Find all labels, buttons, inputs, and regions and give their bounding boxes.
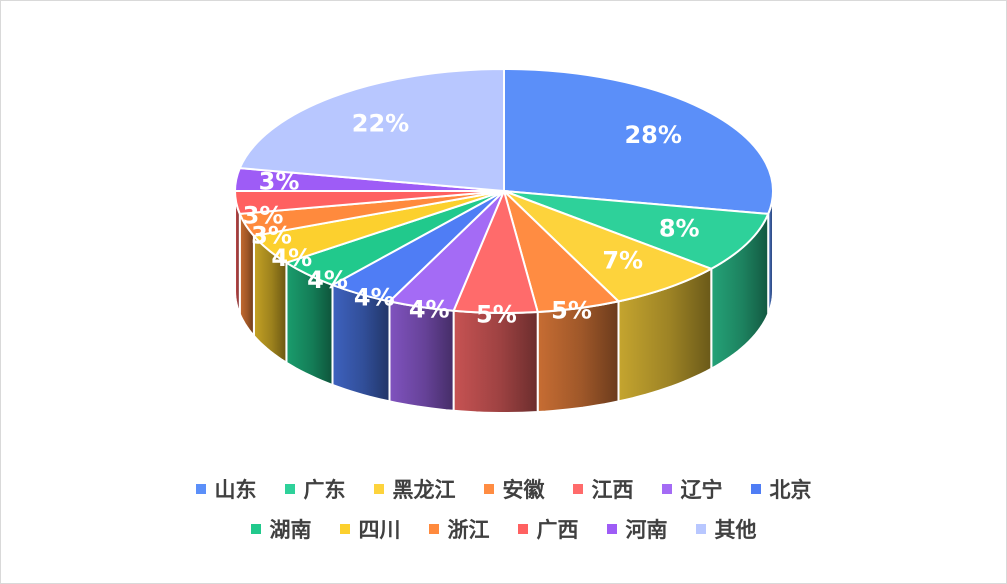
data-label-slice-3: 5% (551, 296, 592, 324)
legend-swatch (695, 524, 706, 534)
legend-swatch (661, 484, 672, 494)
pie-slice-slice-12 (238, 68, 505, 192)
data-label-slice-8: 4% (271, 244, 312, 272)
legend-item: 安徽 (483, 474, 545, 504)
legend-item: 山东 (195, 474, 257, 504)
legend-item: 广东 (284, 474, 346, 504)
data-label-slice-9: 3% (251, 222, 292, 250)
legend-item: 黑龙江 (373, 474, 456, 504)
pie-slice-slice-0 (503, 68, 774, 215)
legend-label: 北京 (769, 478, 812, 502)
data-label-slice-1: 8% (659, 214, 700, 242)
legend-item: 其他 (695, 514, 757, 544)
data-label-slice-2: 7% (602, 246, 643, 274)
data-label-slice-4: 5% (476, 301, 517, 329)
legend-swatch (572, 484, 583, 494)
legend-item: 浙江 (428, 514, 490, 544)
legend-swatch (428, 524, 439, 534)
legend-swatch (250, 524, 261, 534)
legend-swatch (483, 484, 494, 494)
legend-item: 四川 (339, 514, 401, 544)
legend-item: 北京 (750, 474, 812, 504)
legend-label: 四川 (358, 518, 401, 542)
data-label-slice-0: 28% (624, 121, 681, 149)
legend-label: 其他 (714, 518, 757, 542)
data-label-slice-5: 4% (409, 295, 450, 323)
pie-labels: 28%8%7%5%5%4%4%4%4%3%3%3%22% (243, 109, 700, 328)
legend-item: 河南 (606, 514, 668, 544)
legend-label: 湖南 (269, 518, 312, 542)
legend-label: 安徽 (502, 478, 545, 502)
data-label-slice-6: 4% (354, 284, 395, 312)
legend-item: 广西 (517, 514, 579, 544)
pie-slice-slice-2 (503, 190, 713, 303)
legend-swatch (284, 484, 295, 494)
legend-swatch (339, 524, 350, 534)
legend-row: 山东 广东 黑龙江 安徽 江西 辽宁 北京 (1, 469, 1006, 509)
legend-label: 辽宁 (680, 478, 723, 502)
legend-label: 浙江 (447, 518, 490, 542)
legend-item: 湖南 (250, 514, 312, 544)
legend-item: 江西 (572, 474, 634, 504)
legend-swatch (373, 484, 384, 494)
legend-label: 广东 (303, 478, 346, 502)
data-label-slice-7: 4% (307, 266, 348, 294)
legend-label: 山东 (214, 478, 257, 502)
legend-swatch (750, 484, 761, 494)
pie-tops (234, 68, 774, 314)
legend-label: 江西 (591, 478, 634, 502)
legend-swatch (606, 524, 617, 534)
legend-label: 黑龙江 (392, 478, 456, 502)
data-label-slice-10: 3% (243, 201, 284, 229)
data-label-slice-11: 3% (259, 167, 300, 195)
legend: 山东 广东 黑龙江 安徽 江西 辽宁 北京 湖南 四川 浙江 广西 河南 其他 (1, 469, 1006, 549)
legend-label: 河南 (625, 518, 668, 542)
legend-swatch (517, 524, 528, 534)
legend-item: 辽宁 (661, 474, 723, 504)
data-label-slice-12: 22% (352, 109, 409, 137)
legend-label: 广西 (536, 518, 579, 542)
pie-slice-slice-1 (503, 190, 770, 270)
legend-swatch (195, 484, 206, 494)
legend-row: 湖南 四川 浙江 广西 河南 其他 (1, 509, 1006, 549)
